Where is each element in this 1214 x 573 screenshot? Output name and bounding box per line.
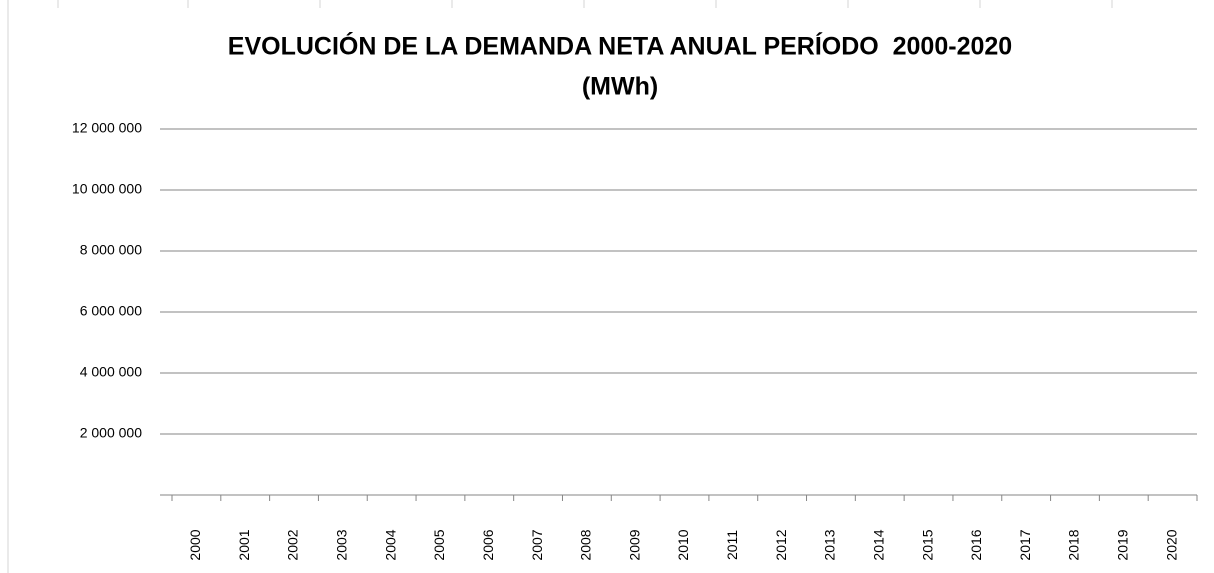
y-tick-label: 6 000 000: [80, 303, 142, 319]
x-tick-label: 2015: [919, 529, 935, 560]
x-tick-label: 2016: [968, 529, 984, 560]
x-tick-label: 2000: [187, 529, 203, 560]
x-tick-label: 2001: [236, 529, 252, 560]
x-tick-label: 2020: [1163, 529, 1179, 560]
x-tick-label: 2004: [382, 529, 398, 560]
x-tick-label: 2005: [431, 529, 447, 560]
x-tick-label: 2013: [822, 529, 838, 560]
x-tick-label: 2017: [1017, 529, 1033, 560]
y-tick-label: 10 000 000: [72, 181, 142, 197]
x-tick-label: 2010: [675, 529, 691, 560]
x-tick-label: 2012: [773, 529, 789, 560]
x-tick-label: 2011: [724, 530, 740, 560]
x-tick-label: 2002: [285, 529, 301, 560]
x-tick-label: 2018: [1066, 529, 1082, 560]
x-tick-label: 2019: [1114, 529, 1130, 560]
y-tick-label: 12 000 000: [72, 120, 142, 136]
y-tick-label: 4 000 000: [80, 364, 142, 380]
chart-subtitle: (MWh): [582, 73, 658, 101]
chart-title: EVOLUCIÓN DE LA DEMANDA NETA ANUAL PERÍO…: [228, 31, 1012, 61]
sheet-borders: [7, 0, 1113, 573]
y-tick-label: 2 000 000: [80, 425, 142, 441]
x-tick-label: 2006: [480, 529, 496, 560]
x-tick-label: 2014: [870, 529, 886, 560]
x-tick-label: 2003: [334, 529, 350, 560]
x-tick-label: 2007: [529, 529, 545, 560]
x-tick-label: 2008: [578, 529, 594, 560]
y-tick-label: 8 000 000: [80, 242, 142, 258]
x-tick-label: 2009: [626, 529, 642, 560]
